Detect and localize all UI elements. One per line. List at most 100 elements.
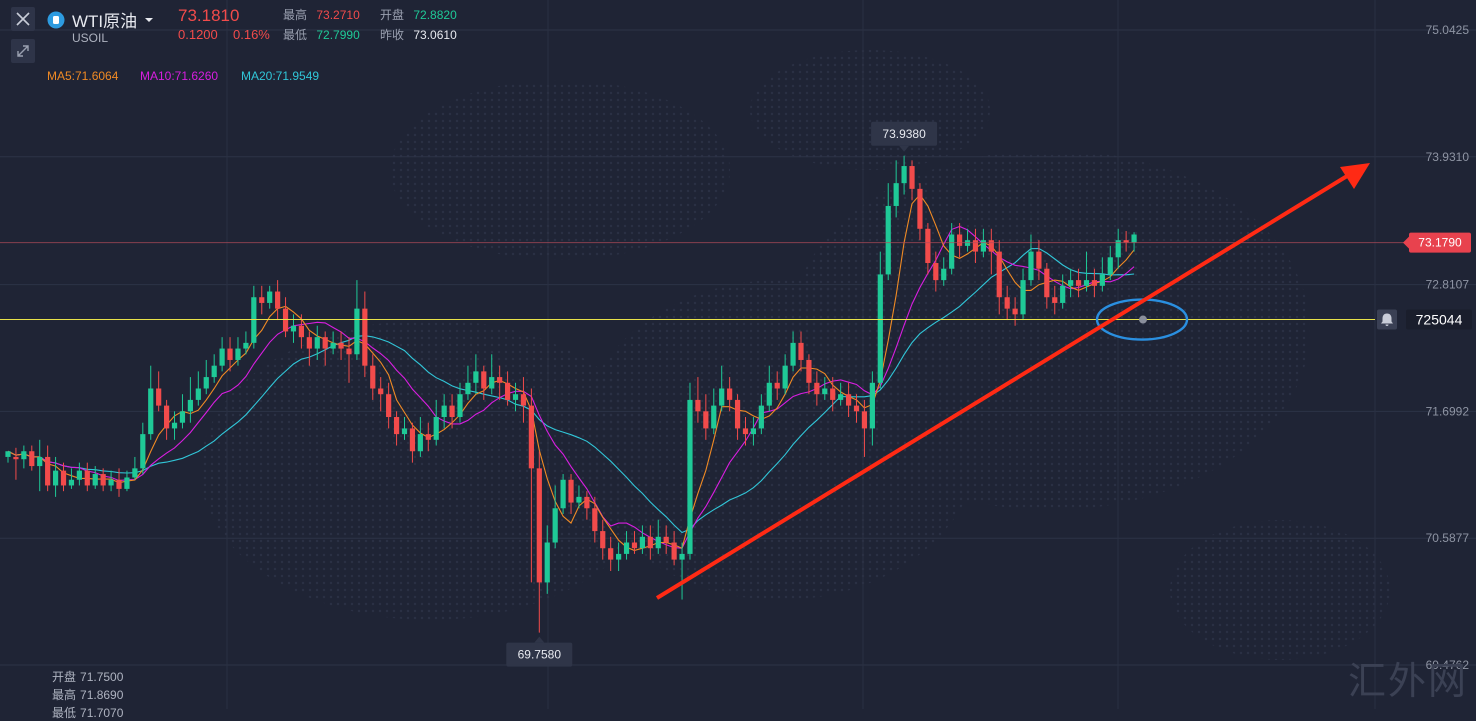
candle-body — [235, 348, 241, 360]
candle — [1020, 268, 1026, 321]
candle — [616, 542, 622, 572]
candle-body — [600, 531, 606, 549]
candle-body — [179, 411, 186, 423]
candle — [322, 331, 328, 366]
alert-price-tag[interactable]: 725044 — [1377, 309, 1472, 330]
candle-body — [727, 388, 733, 400]
candle — [949, 223, 955, 275]
candle — [1012, 297, 1018, 326]
candle-body — [275, 291, 281, 309]
open-label: 开盘 — [380, 8, 405, 22]
candle — [861, 399, 868, 457]
crosshair-open-label: 开盘 — [52, 670, 77, 684]
candle — [782, 354, 788, 395]
candle — [592, 496, 598, 543]
candle — [338, 331, 344, 360]
price-axis: 75.0425 73.9310 72.8107 71.6992 70.5877 69.47… — [1377, 23, 1472, 672]
candle-body — [322, 337, 328, 349]
candle-body — [1075, 280, 1082, 286]
candle — [1107, 245, 1113, 281]
candle — [608, 536, 614, 572]
collapse-button[interactable] — [11, 39, 35, 63]
candle-body — [417, 434, 423, 452]
candle — [346, 337, 352, 383]
candle-body — [750, 428, 757, 435]
candle-body — [877, 274, 883, 383]
candle — [298, 314, 305, 349]
candle — [148, 365, 154, 440]
candle-body — [861, 411, 868, 429]
candle — [1083, 251, 1090, 292]
candle — [393, 411, 400, 446]
candle-body — [798, 342, 804, 360]
crosshair-high-value: 71.8690 — [80, 688, 124, 702]
candle-body — [164, 405, 170, 429]
candle — [1075, 268, 1082, 298]
candle — [497, 365, 503, 400]
candle — [552, 485, 558, 549]
candle — [457, 382, 463, 423]
candle — [727, 377, 733, 412]
candle — [703, 394, 709, 440]
candle — [909, 160, 915, 201]
trend-arrow-line — [655, 171, 1354, 600]
candle-body — [560, 479, 566, 509]
last-price: 73.1810 — [178, 6, 240, 25]
candle — [806, 354, 812, 395]
candle-body — [108, 479, 114, 486]
close-button[interactable] — [11, 7, 35, 31]
collapse-arrows-icon — [17, 45, 29, 57]
candle-body — [631, 542, 638, 549]
candle-body — [608, 548, 614, 560]
candle-body — [1107, 257, 1113, 275]
candle-body — [306, 337, 312, 349]
candle — [100, 468, 106, 492]
candle — [933, 251, 939, 292]
candle-body — [124, 477, 130, 489]
open-stat: 开盘 72.8820 — [380, 6, 457, 23]
candle-body — [584, 496, 590, 509]
candle — [679, 542, 685, 600]
candle-body — [433, 417, 439, 440]
candle-body — [941, 268, 947, 281]
current-price-tag: 73.1790 — [1403, 232, 1471, 253]
max-price-label-text: 73.9380 — [882, 127, 926, 141]
candle-body — [838, 394, 844, 400]
candle — [822, 377, 828, 400]
candle-body — [68, 479, 75, 486]
alert-handle[interactable] — [1139, 315, 1147, 324]
candle-body — [37, 456, 43, 467]
symbol-selector[interactable]: WTI原油 — [47, 7, 155, 32]
candle — [1091, 268, 1098, 298]
ma10-line — [7, 225, 1135, 549]
candle-body — [576, 496, 582, 503]
candle — [386, 382, 392, 429]
current-price-tag-text: 73.1790 — [1418, 236, 1462, 250]
candle-body — [957, 234, 963, 246]
candle — [885, 183, 891, 281]
crosshair-high-label: 最高 — [52, 688, 77, 702]
y-tick-label: 69.4762 — [1426, 658, 1470, 672]
symbol-name: WTI原油 — [72, 12, 138, 31]
candle-body — [13, 456, 19, 460]
high-value: 73.2710 — [316, 8, 360, 22]
candle-body — [655, 536, 661, 549]
candle-body — [140, 434, 146, 469]
candle — [742, 417, 749, 446]
annotations: 73.9380 69.7580 — [0, 121, 1405, 667]
candle — [251, 285, 257, 349]
high-stat: 最高 73.2710 — [283, 6, 360, 23]
candle-body — [211, 365, 217, 378]
crosshair-low: 最低 71.7070 — [52, 704, 123, 721]
candle — [156, 371, 162, 412]
candle-body — [687, 399, 693, 554]
candle-body — [1123, 240, 1129, 243]
prev-close-value: 73.0610 — [413, 28, 457, 42]
candle — [830, 377, 836, 412]
candle — [536, 451, 542, 633]
candle — [195, 371, 201, 406]
candle — [92, 466, 98, 489]
candle-body — [917, 188, 923, 229]
candle — [425, 422, 431, 452]
